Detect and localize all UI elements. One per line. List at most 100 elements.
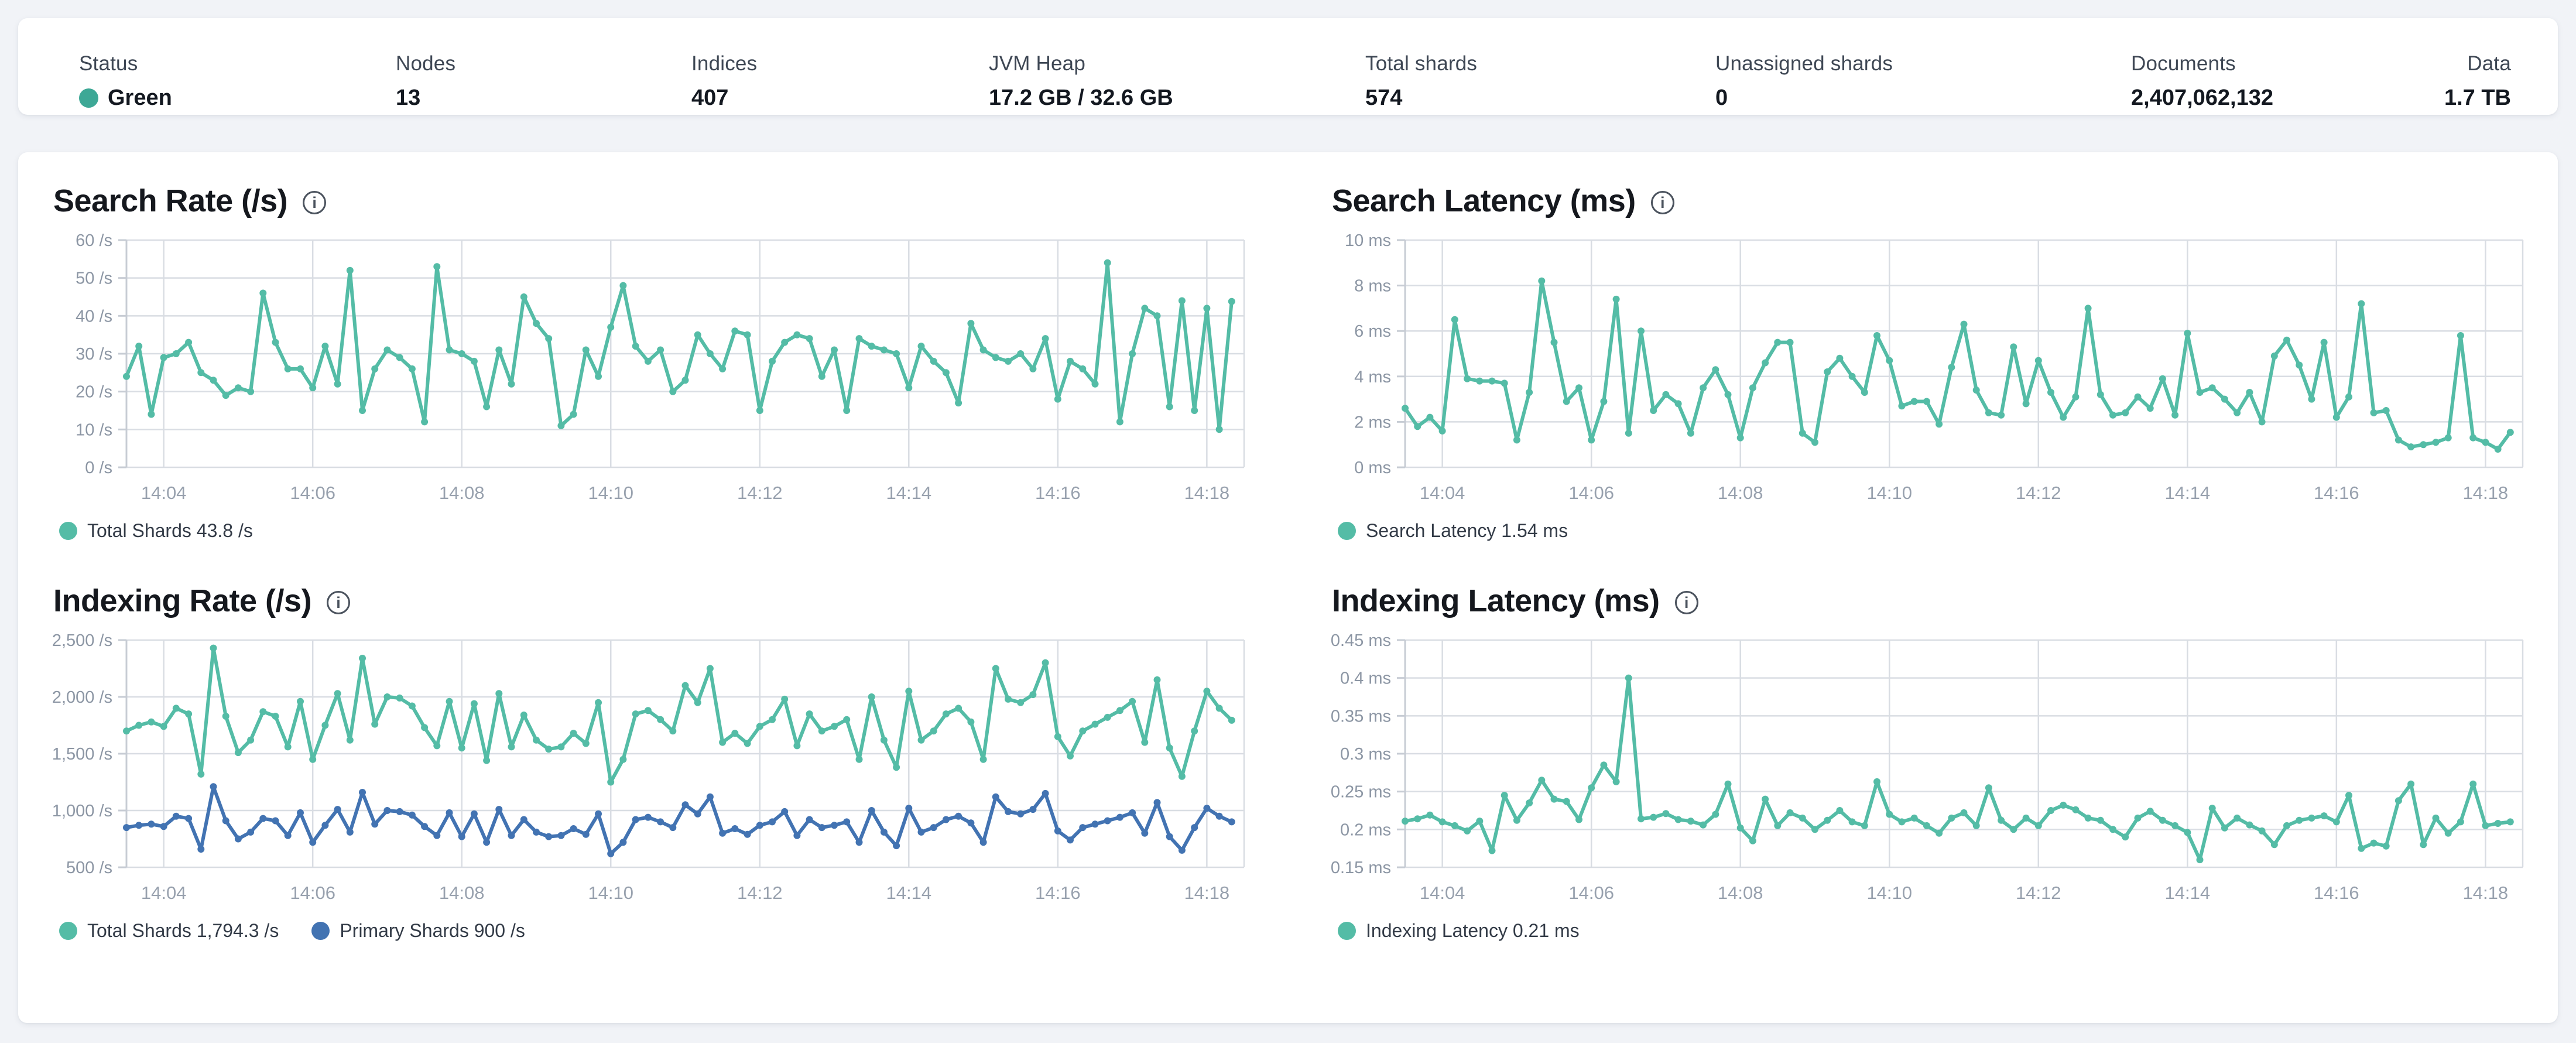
data-point (1898, 818, 1906, 826)
stat-jvm-heap: JVM Heap 17.2 GB / 32.6 GB (989, 52, 1173, 111)
legend-dot-icon (59, 522, 77, 540)
data-point (148, 411, 155, 418)
chart-title-search-rate: Search Rate (/s) (53, 183, 288, 218)
data-point (1054, 827, 1061, 835)
data-point (421, 724, 429, 731)
data-point (272, 713, 279, 720)
legend-item-total-shards[interactable]: Total Shards 1,794.3 /s (59, 920, 279, 942)
data-point (1886, 811, 1893, 818)
y-tick-label: 1,500 /s (52, 745, 112, 764)
series-line-indexing-latency (1403, 676, 2512, 862)
y-tick-label: 10 ms (1345, 232, 1391, 250)
data-point (1799, 814, 1806, 822)
data-point (557, 832, 565, 839)
data-point (1700, 384, 1707, 392)
chart-canvas-indexing-rate[interactable]: 2,500 /s 2,000 /s 1,500 /s 1,000 /s 500 /s 14… (47, 632, 1250, 912)
data-point (272, 338, 279, 346)
data-point (1687, 818, 1694, 825)
x-tick-label: 14:12 (737, 483, 783, 503)
data-point (1166, 403, 1173, 411)
y-tick-label: 40 /s (76, 307, 112, 326)
data-point (1042, 335, 1049, 343)
data-point (408, 811, 416, 819)
data-point (1215, 426, 1223, 433)
x-tick-label: 14:18 (1184, 883, 1230, 903)
data-point (520, 293, 527, 300)
data-point (1079, 727, 1087, 735)
x-tick-label: 14:18 (1184, 483, 1230, 503)
legend-label: Primary Shards 900 /s (340, 920, 525, 941)
data-point (893, 350, 900, 357)
legend-item-search-latency[interactable]: Search Latency 1.54 ms (1338, 520, 1568, 542)
data-point (160, 823, 167, 830)
data-point (2482, 822, 2489, 829)
data-point (210, 783, 217, 791)
data-point (247, 388, 255, 395)
x-tick-label: 14:04 (1420, 883, 1465, 903)
data-point (210, 644, 217, 652)
data-point (967, 819, 975, 827)
data-point (806, 816, 813, 823)
chart-header: Indexing Latency (ms) i (1326, 583, 2529, 619)
info-icon[interactable]: i (303, 191, 327, 214)
info-icon[interactable]: i (327, 591, 351, 614)
data-point (2084, 305, 2092, 312)
data-point (1762, 359, 1769, 367)
data-point (2457, 332, 2464, 339)
legend-label: Total Shards 43.8 /s (87, 520, 253, 541)
data-point (843, 818, 851, 826)
data-point (868, 807, 875, 814)
data-point (806, 335, 813, 343)
data-point (955, 399, 962, 407)
data-point (905, 384, 913, 392)
legend-item-total-shards[interactable]: Total Shards 43.8 /s (59, 520, 253, 542)
data-point (1550, 795, 1558, 803)
data-point (1191, 727, 1198, 735)
data-point (855, 755, 863, 763)
data-point (383, 807, 391, 814)
data-point (1067, 836, 1074, 844)
data-point (2332, 818, 2340, 826)
stat-value: 2,407,062,132 (2131, 86, 2274, 110)
data-point (1017, 699, 1025, 706)
data-point (1612, 778, 1620, 785)
legend-item-indexing-latency[interactable]: Indexing Latency 0.21 ms (1338, 920, 1580, 942)
data-point (769, 357, 776, 365)
chart-canvas-search-latency[interactable]: 10 ms 8 ms 6 ms 4 ms 2 ms 0 ms 14:04 14:06 14:08… (1326, 232, 2529, 512)
data-point (259, 289, 267, 297)
data-point (371, 365, 379, 372)
chart-canvas-indexing-latency[interactable]: 0.45 ms 0.4 ms 0.35 ms 0.3 ms 0.25 ms 0.2 ms 0… (1326, 632, 2529, 912)
y-tick-label: 500 /s (66, 859, 112, 877)
y-tick-label: 2,000 /s (52, 688, 112, 707)
data-point (880, 828, 888, 836)
stat-data: Data 1.7 TB (2444, 52, 2511, 111)
data-point (744, 830, 751, 838)
data-point (259, 815, 267, 822)
data-point (595, 699, 602, 706)
charts-grid: Search Rate (/s) i 60 /s 50 /s 40 /s 30 /s 2… (47, 183, 2529, 942)
data-point (1625, 429, 1632, 437)
data-point (781, 338, 789, 346)
data-point (1936, 420, 1943, 428)
x-tick-label: 14:14 (2165, 483, 2211, 503)
data-point (1091, 720, 1099, 728)
data-point (1824, 368, 1831, 375)
legend-item-primary-shards[interactable]: Primary Shards 900 /s (311, 920, 525, 942)
chart-canvas-search-rate[interactable]: 60 /s 50 /s 40 /s 30 /s 20 /s 10 /s 0 /s 14:04 1… (47, 232, 1250, 512)
data-point (1067, 357, 1074, 365)
data-point (1438, 427, 1446, 435)
data-point (2072, 393, 2080, 401)
data-point (371, 720, 379, 728)
data-point (1513, 816, 1520, 824)
data-point (1129, 697, 1136, 705)
data-point (1054, 395, 1061, 403)
data-point (694, 810, 701, 818)
data-point (756, 407, 763, 414)
data-point (334, 806, 341, 813)
info-icon[interactable]: i (1674, 591, 1698, 614)
info-icon[interactable]: i (1650, 191, 1674, 214)
data-point (309, 839, 317, 846)
data-point (508, 380, 515, 388)
data-point (2382, 407, 2390, 414)
data-point (582, 830, 590, 838)
